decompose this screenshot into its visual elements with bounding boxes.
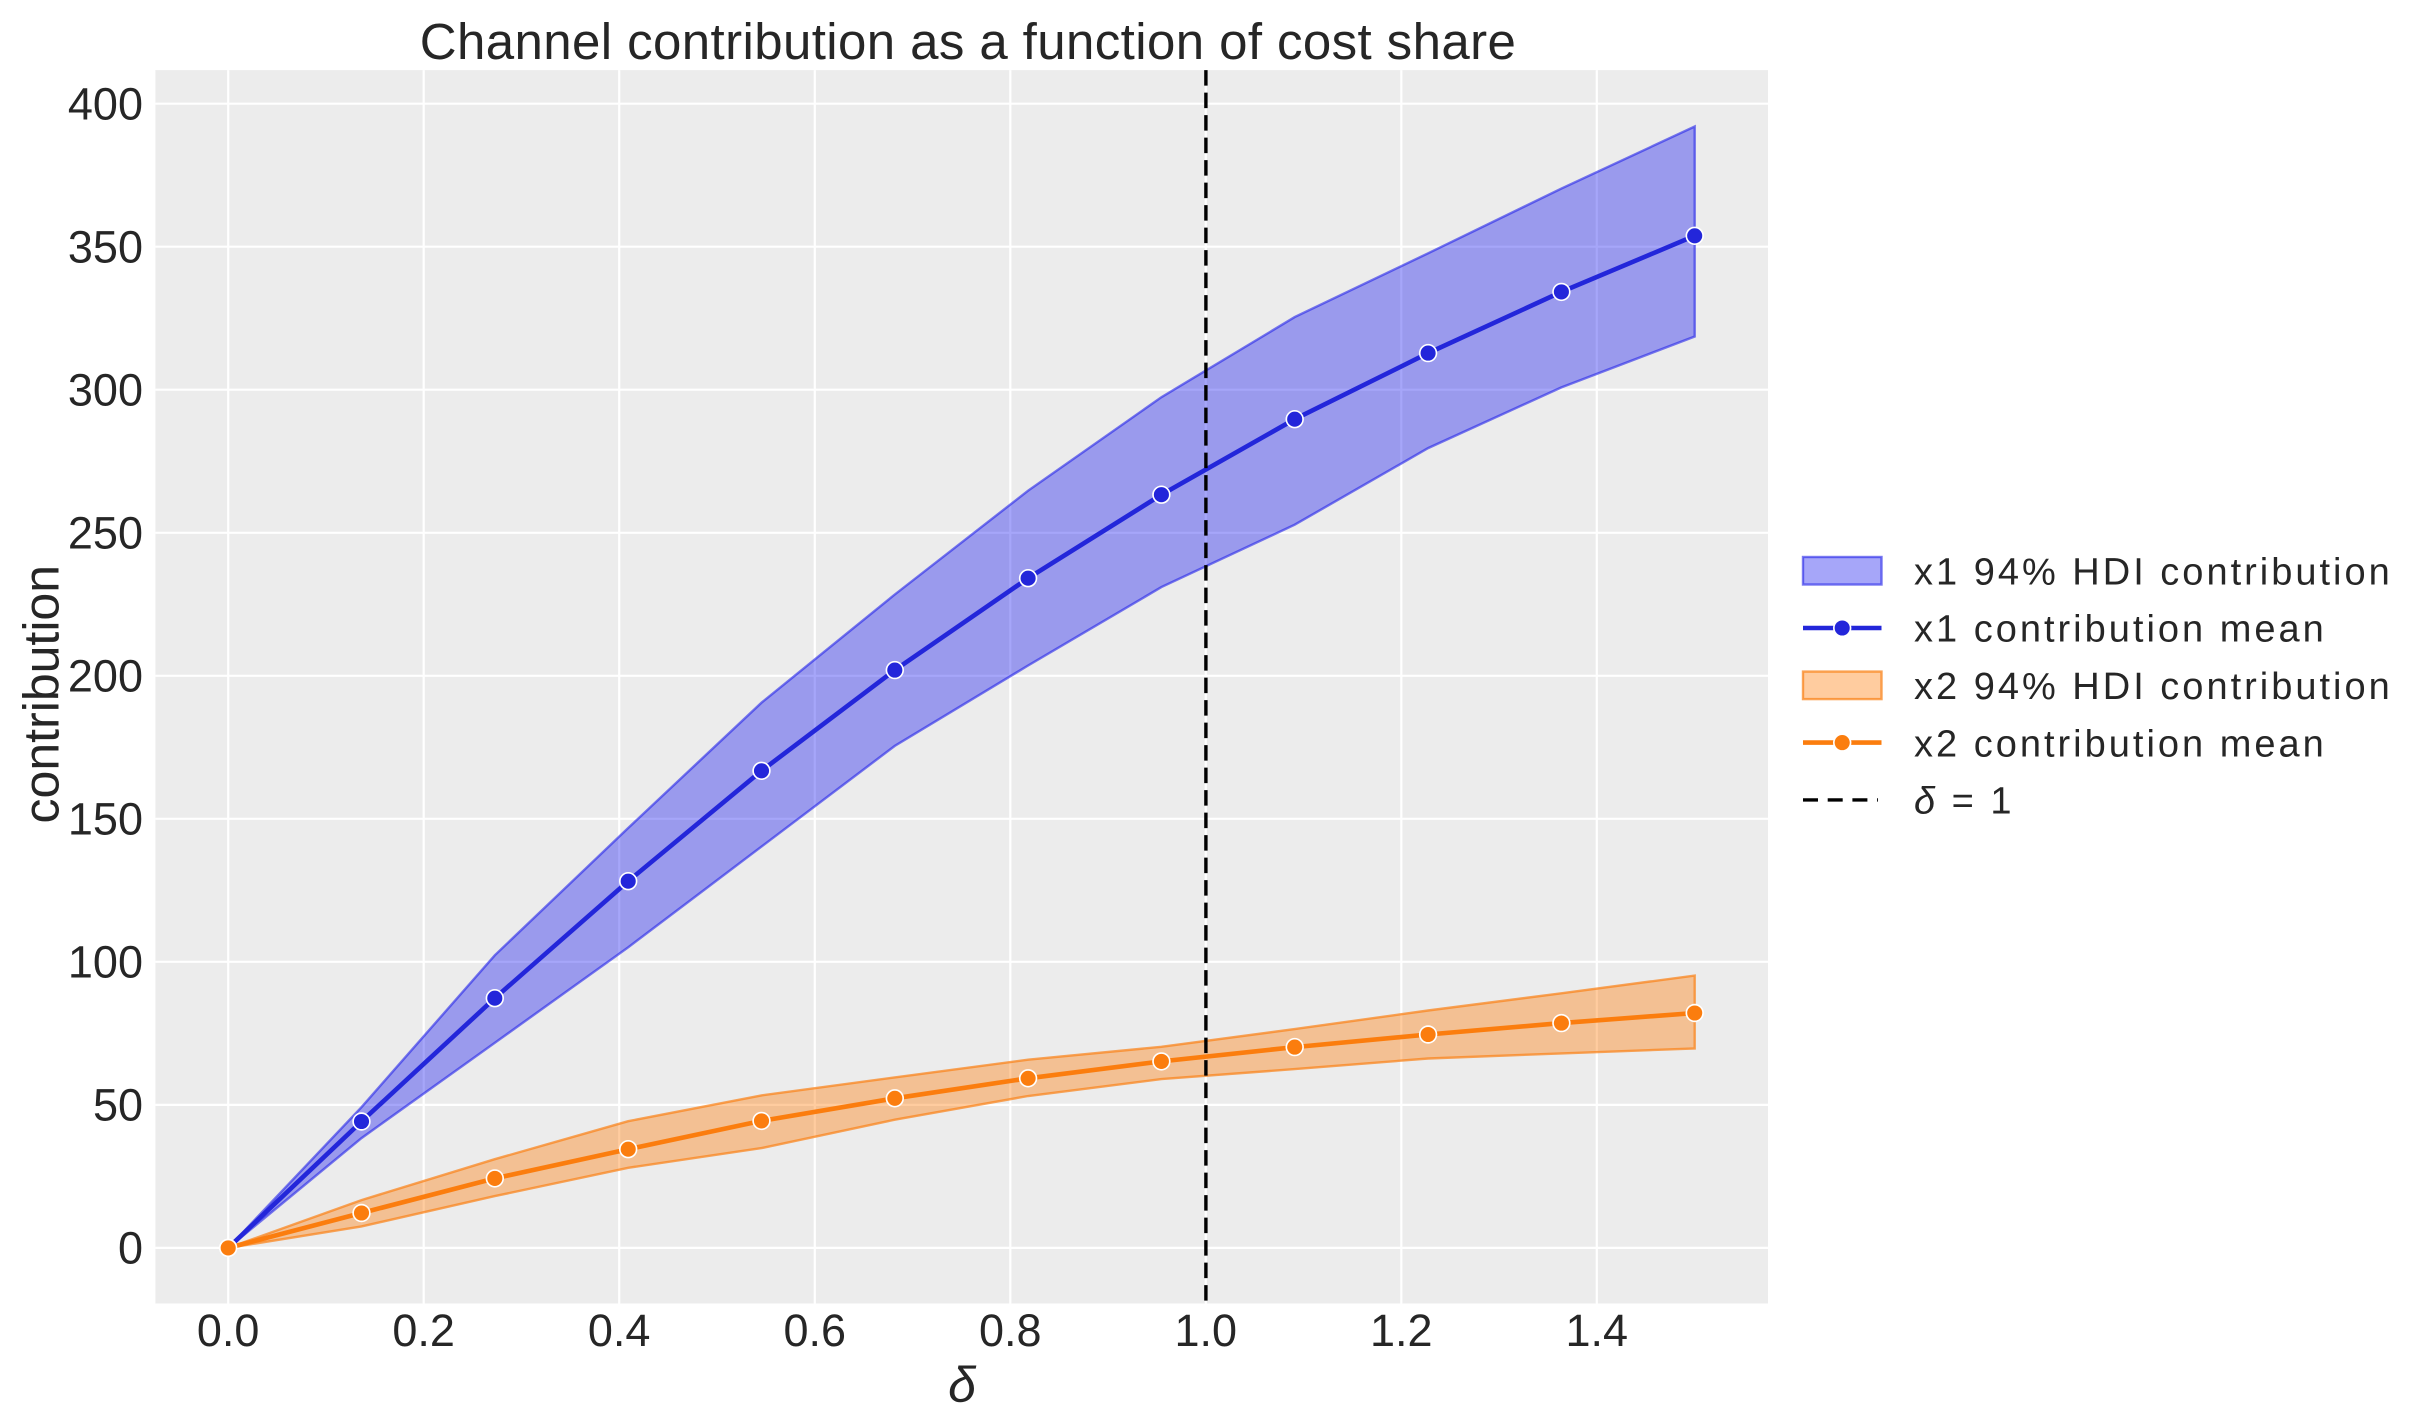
svg-text:0.8: 0.8 [979, 1305, 1042, 1356]
svg-text:350: 350 [68, 222, 143, 273]
svg-text:0: 0 [118, 1223, 143, 1274]
svg-text:150: 150 [68, 794, 143, 845]
svg-text:100: 100 [68, 937, 143, 988]
svg-text:Channel contribution as a func: Channel contribution as a function of co… [420, 13, 1517, 70]
svg-text:x1 94% HDI contribution: x1 94% HDI contribution [1914, 551, 2393, 593]
svg-text:δ: δ [948, 1357, 977, 1413]
svg-text:0.6: 0.6 [784, 1305, 847, 1356]
svg-text:x2 contribution mean: x2 contribution mean [1914, 723, 2327, 765]
svg-text:0.2: 0.2 [392, 1305, 455, 1356]
svg-text:1.4: 1.4 [1566, 1305, 1629, 1356]
svg-text:200: 200 [68, 651, 143, 702]
svg-text:250: 250 [68, 508, 143, 559]
svg-text:x2 94% HDI contribution: x2 94% HDI contribution [1914, 666, 2393, 708]
svg-text:50: 50 [93, 1080, 143, 1131]
svg-text:1.2: 1.2 [1370, 1305, 1433, 1356]
svg-text:contribution: contribution [13, 565, 69, 824]
svg-text:1.0: 1.0 [1175, 1305, 1238, 1356]
svg-text:300: 300 [68, 365, 143, 416]
svg-text:0.4: 0.4 [588, 1305, 651, 1356]
svg-text:δ = 1: δ = 1 [1914, 781, 2015, 823]
svg-text:x1 contribution mean: x1 contribution mean [1914, 609, 2327, 651]
svg-text:400: 400 [68, 79, 143, 130]
svg-text:0.0: 0.0 [197, 1305, 260, 1356]
